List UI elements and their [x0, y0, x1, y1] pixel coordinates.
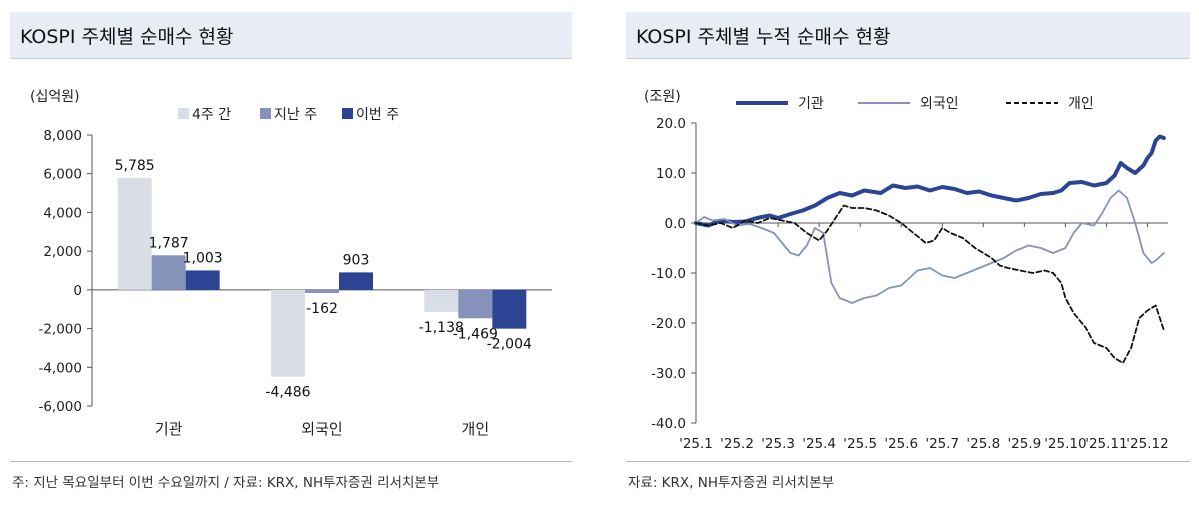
- data-label: -4,486: [265, 385, 310, 401]
- y-tick-label: -4,000: [38, 360, 82, 376]
- y-tick-label: -40.0: [651, 416, 686, 432]
- x-tick-label: '25.2: [720, 436, 754, 452]
- unit-label: (십억원): [30, 89, 80, 105]
- cumulative-line-chart: (조원) 20.0 10.0 0.0 -10.0 -20.0 -30.0 -40.0 '25.1…: [644, 89, 1169, 452]
- data-label: -1,138: [419, 320, 464, 336]
- net-buy-panel: KOSPI 주체별 순매수 현황 (십억원) 8,000 6,000 4,000 2,0…: [10, 12, 572, 512]
- legend-swatch: [342, 108, 353, 119]
- y-tick-label: -6,000: [38, 399, 82, 415]
- unit-label: (조원): [644, 89, 681, 105]
- bar: [305, 289, 339, 293]
- data-label: 1,787: [149, 235, 189, 251]
- source-note: 자료: KRX, NH투자증권 리서치본부: [628, 475, 835, 491]
- category-label: 기관: [155, 420, 183, 438]
- legend-label: 기관: [798, 96, 824, 112]
- bar: [492, 289, 527, 329]
- x-tick-label: '25.4: [802, 436, 836, 452]
- y-tick-label: -10.0: [651, 266, 686, 282]
- data-label: 1,003: [183, 250, 223, 266]
- y-tick-label: -20.0: [651, 316, 686, 332]
- panel-title: KOSPI 주체별 누적 순매수 현황: [636, 26, 891, 48]
- legend-label: 외국인: [920, 96, 959, 112]
- x-tick-label: '25.11: [1085, 436, 1127, 452]
- bar: [458, 289, 493, 319]
- data-label: 903: [343, 252, 370, 268]
- divider: [10, 461, 572, 462]
- y-tick-label: 4,000: [43, 205, 82, 221]
- net-buy-bar-chart: (십억원) 8,000 6,000 4,000 2,000 0 -2,000 -4,000 -6…: [30, 89, 552, 438]
- data-label: 5,785: [115, 158, 155, 174]
- cumulative-net-buy-panel: KOSPI 주체별 누적 순매수 현황 (조원) 20.0 10.0 0.0 -10.0…: [626, 12, 1190, 512]
- y-tick-label: 2,000: [43, 244, 82, 260]
- y-tick-label: 8,000: [43, 128, 82, 144]
- data-label: -162: [306, 301, 338, 317]
- y-tick-label: 0: [73, 283, 82, 299]
- x-tick-label: '25.12: [1126, 436, 1168, 452]
- data-label: -2,004: [487, 337, 532, 353]
- legend-label: 개인: [1068, 96, 1094, 112]
- x-tick-label: '25.8: [966, 436, 1000, 452]
- legend-label: 지난 주: [274, 107, 317, 123]
- y-tick-label: -2,000: [38, 322, 82, 338]
- bar: [117, 177, 152, 290]
- legend-swatch: [260, 108, 271, 119]
- y-tick-label: 0.0: [665, 216, 686, 232]
- y-tick-label: 6,000: [43, 167, 82, 183]
- legend-swatch: [178, 108, 189, 119]
- data-label: -1,469: [453, 326, 498, 342]
- panel-title: KOSPI 주체별 순매수 현황: [20, 26, 234, 48]
- bar: [271, 289, 305, 377]
- x-tick-label: '25.5: [843, 436, 877, 452]
- x-tick-label: '25.3: [761, 436, 795, 452]
- x-tick-label: '25.7: [925, 436, 959, 452]
- bar: [185, 270, 220, 290]
- category-label: 외국인: [301, 420, 342, 438]
- series-line: [695, 204, 1165, 364]
- bar: [339, 272, 373, 290]
- y-tick-label: 10.0: [656, 166, 686, 182]
- category-label: 개인: [462, 420, 490, 438]
- series-line: [694, 134, 1166, 228]
- series-line: [695, 189, 1165, 304]
- panel-header: KOSPI 주체별 누적 순매수 현황: [626, 12, 1190, 59]
- x-tick-label: '25.1: [679, 436, 713, 452]
- y-tick-label: 20.0: [656, 116, 686, 132]
- bar: [151, 255, 186, 290]
- y-tick-label: -30.0: [651, 366, 686, 382]
- panel-header: KOSPI 주체별 순매수 현황: [10, 12, 572, 59]
- legend-label: 4주 간: [192, 107, 231, 123]
- x-tick-label: '25.6: [884, 436, 918, 452]
- legend-label: 이번 주: [356, 107, 399, 123]
- divider: [626, 461, 1190, 462]
- source-note: 주: 지난 목요일부터 이번 수요일까지 / 자료: KRX, NH투자증권 리…: [12, 475, 440, 491]
- x-tick-label: '25.9: [1007, 436, 1041, 452]
- bar: [424, 289, 459, 312]
- x-tick-label: '25.10: [1044, 436, 1086, 452]
